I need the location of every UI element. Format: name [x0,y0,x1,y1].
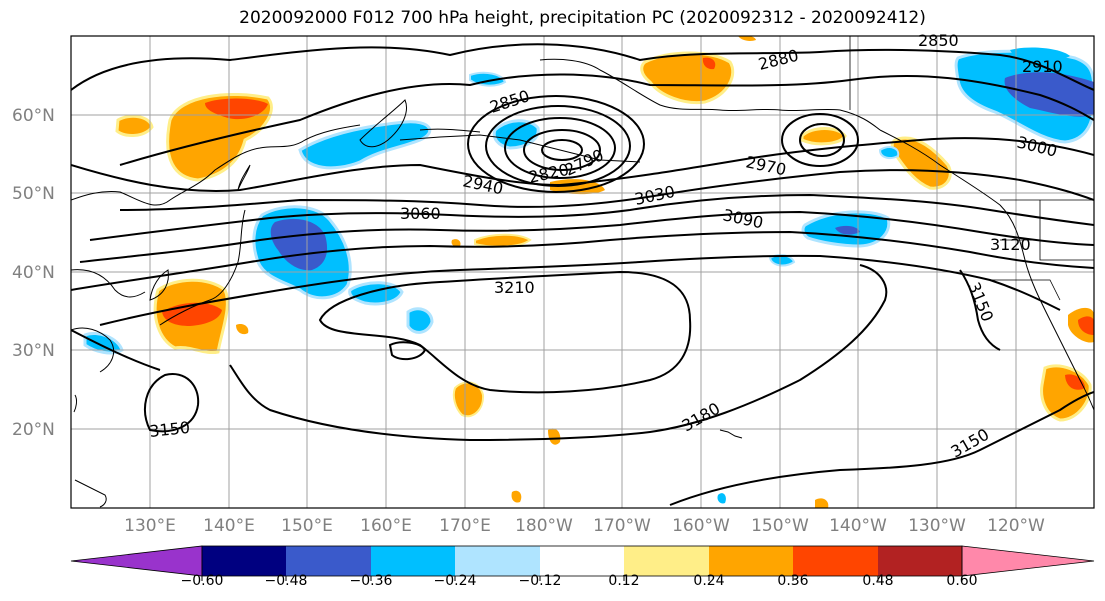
colorbar-tick-label: −0.36 [350,573,393,589]
contour-label: 2910 [1022,57,1063,76]
lon-label: 160°W [672,516,730,536]
colorbar-tick-label: −0.60 [181,573,224,589]
colorbar: −0.60 −0.48 −0.36 −0.24 −0.12 0.12 0.24 … [70,545,1095,589]
graticule [71,36,1094,508]
political-borders [849,36,1094,301]
precip-positive-area [548,428,561,445]
colorbar-tick-label: 0.60 [946,573,977,589]
precip-positive-core [702,57,716,70]
precip-positive-area [115,114,154,137]
precip-positive-area [738,36,756,41]
precip-positive-area [511,490,522,503]
precip-negative-area [406,307,434,334]
colorbar-segment [202,546,286,576]
colorbar-segment [70,545,203,577]
contour-label: 3060 [400,204,441,223]
colorbar-segments [70,545,1095,577]
lat-label: 60°N [12,106,55,126]
lon-label: 180°W [515,516,573,536]
lon-label: 160°E [360,516,412,536]
colorbar-tick-label: 0.24 [693,573,724,589]
precip-positive-area [800,127,847,146]
colorbar-tick-label: 0.48 [862,573,893,589]
latitude-labels: 60°N 50°N 40°N 30°N 20°N [12,106,55,440]
precip-positive-area [236,323,249,335]
contour-label: 3150 [148,418,190,441]
lat-label: 30°N [12,341,55,361]
precip-positive-area [474,233,532,248]
colorbar-segment [961,545,1095,577]
lon-label: 140°W [829,516,887,536]
colorbar-segment [455,546,540,576]
colorbar-ticks [201,576,963,581]
precip-negative-area [717,493,726,504]
colorbar-segment [371,546,455,576]
precip-positive-area [452,381,485,418]
colorbar-tick-label: 0.12 [608,573,639,589]
precip-positive-area [451,239,461,247]
contour-label: 2850 [918,31,959,50]
lon-label: 170°W [593,516,651,536]
lat-label: 40°N [12,263,55,283]
colorbar-tick-label: −0.48 [265,573,308,589]
coastlines [71,58,1094,508]
colorbar-outline [201,545,963,577]
lon-label: 150°E [281,516,333,536]
lon-label: 120°W [987,516,1045,536]
colorbar-segment [286,546,371,576]
lon-label: 130°W [908,516,966,536]
colorbar-tick-label: 0.36 [777,573,808,589]
precip-positive-core [1065,374,1085,390]
lon-label: 140°E [203,516,255,536]
map-frame [70,35,1095,509]
height-contours [71,43,1094,506]
colorbar-tick-label: −0.24 [434,573,477,589]
colorbar-segment [878,546,962,576]
colorbar-tick-label: −0.12 [519,573,562,589]
colorbar-segment [709,546,793,576]
contour-label: 3120 [990,235,1031,254]
colorbar-segment [793,546,878,576]
lon-label: 170°E [439,516,491,536]
precip-negative-core [835,225,860,235]
precip-negative-area [1010,47,1070,61]
longitude-labels: 130°E 140°E 150°E 160°E 170°E 180°W 170°… [124,516,1045,536]
lon-label: 130°E [124,516,176,536]
contour-label: 3210 [494,278,535,297]
precip-positive-area [815,498,829,508]
lat-label: 20°N [12,420,55,440]
precip-negative-core [1004,72,1094,117]
colorbar-tick-labels: −0.60 −0.48 −0.36 −0.24 −0.12 0.12 0.24 … [181,573,978,589]
map-title: 2020092000 F012 700 hPa height, precipit… [239,8,926,28]
colorbar-segment [624,546,709,576]
lat-label: 50°N [12,184,55,204]
colorbar-segment [540,546,624,576]
precip-positive-core [205,98,268,120]
precip-positive-core [1078,316,1094,335]
lon-label: 150°W [751,516,809,536]
precip-negative-area [878,146,900,159]
